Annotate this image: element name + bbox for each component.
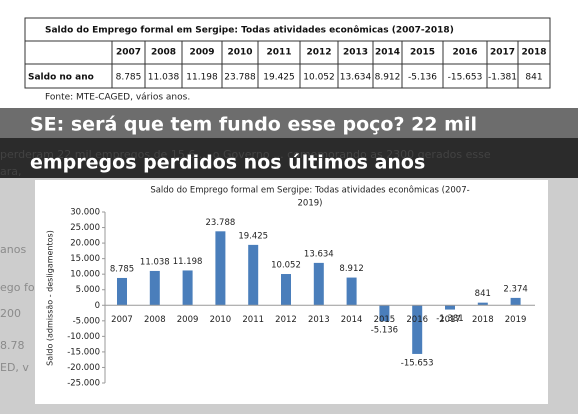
table-cell: 11.198 bbox=[186, 73, 218, 83]
table-header: 2013 bbox=[343, 48, 368, 58]
x-tick-label: 2007 bbox=[111, 315, 133, 325]
y-tick-label: -20.000 bbox=[67, 363, 100, 373]
table-header: 2009 bbox=[189, 48, 214, 58]
value-label: 23.788 bbox=[206, 218, 236, 228]
x-tick-label: 2013 bbox=[308, 315, 330, 325]
value-label: -5.136 bbox=[371, 326, 398, 336]
bar bbox=[149, 270, 160, 306]
y-tick-label: 5.000 bbox=[76, 285, 100, 295]
table-header: 2018 bbox=[521, 48, 546, 58]
headline-band bbox=[0, 138, 578, 178]
y-tick-label: 25.000 bbox=[70, 223, 100, 233]
bg-text: perderam 22 mil empregos de 15.6 ... o G… bbox=[0, 148, 491, 161]
table-header: 2008 bbox=[151, 48, 176, 58]
table-cell: 23.788 bbox=[224, 73, 256, 83]
table-cell: 10.052 bbox=[303, 73, 335, 83]
x-tick-label: 2011 bbox=[242, 315, 264, 325]
row-label: Saldo no ano bbox=[28, 73, 94, 83]
value-label: 11.038 bbox=[140, 257, 170, 267]
bg-text: ara, bbox=[0, 165, 22, 178]
value-label: 8.912 bbox=[339, 264, 363, 274]
bg-text: ego for bbox=[0, 281, 40, 294]
bar bbox=[313, 262, 324, 306]
headline-band bbox=[0, 108, 578, 138]
y-tick-label: 30.000 bbox=[70, 208, 100, 218]
table-header: 2007 bbox=[116, 48, 141, 58]
x-tick-label: 2016 bbox=[406, 315, 428, 325]
bar bbox=[117, 277, 127, 306]
x-tick-label: 2018 bbox=[472, 315, 494, 325]
table-cell: 8.785 bbox=[116, 73, 142, 83]
table-header: 2017 bbox=[490, 48, 515, 58]
y-tick-label: 15.000 bbox=[70, 254, 100, 264]
headline: empregos perdidos nos últimos anos bbox=[30, 152, 425, 174]
value-label: 19.425 bbox=[238, 231, 268, 241]
table-cell: 13.634 bbox=[340, 73, 372, 83]
value-label: 8.785 bbox=[110, 264, 134, 274]
table-cell: 841 bbox=[525, 73, 542, 83]
table-cell: -5.136 bbox=[408, 73, 437, 83]
bg-text: 8.78 bbox=[0, 339, 25, 352]
chart-title: Saldo do Emprego formal em Sergipe: Toda… bbox=[150, 185, 469, 196]
chart-panel bbox=[35, 180, 548, 404]
table-cell: 19.425 bbox=[263, 73, 295, 83]
table-header: 2012 bbox=[306, 48, 331, 58]
y-tick-label: -5.000 bbox=[73, 316, 100, 326]
value-label: -1.381 bbox=[436, 314, 463, 324]
chart-title: 2019) bbox=[298, 199, 323, 209]
table-header: 2016 bbox=[452, 48, 477, 58]
table-cell: -1.381 bbox=[488, 73, 517, 83]
table-cell: -15.653 bbox=[448, 73, 483, 83]
x-tick-label: 2015 bbox=[374, 315, 396, 325]
bar bbox=[477, 302, 488, 306]
x-tick-label: 2008 bbox=[144, 315, 166, 325]
bg-text: anos bbox=[0, 243, 26, 256]
bar bbox=[215, 231, 226, 306]
table-title: Saldo do Emprego formal em Sergipe: Toda… bbox=[45, 25, 454, 36]
x-tick-label: 2009 bbox=[177, 315, 199, 325]
value-label: -15.653 bbox=[401, 358, 434, 368]
y-tick-label: 0 bbox=[95, 301, 100, 311]
x-tick-label: 2019 bbox=[505, 315, 527, 325]
table-header: 2010 bbox=[227, 48, 252, 58]
x-tick-label: 2012 bbox=[275, 315, 297, 325]
bar bbox=[346, 277, 357, 306]
value-label: 13.634 bbox=[304, 249, 334, 259]
x-tick-label: 2014 bbox=[341, 315, 363, 325]
x-tick-label: 2017 bbox=[439, 315, 461, 325]
bar bbox=[281, 274, 291, 306]
bg-text: 200 bbox=[0, 307, 21, 320]
y-axis-label: Saldo (admissão - desligamentos) bbox=[46, 230, 55, 366]
value-label: 841 bbox=[475, 289, 491, 299]
table-source: Fonte: MTE-CAGED, vários anos. bbox=[45, 93, 190, 103]
y-tick-label: -15.000 bbox=[67, 347, 100, 357]
bar bbox=[412, 305, 423, 354]
y-tick-label: -10.000 bbox=[67, 332, 100, 342]
x-tick-label: 2010 bbox=[210, 315, 232, 325]
headline: SE: será que tem fundo esse poço? 22 mil bbox=[30, 114, 477, 136]
table-header: 2011 bbox=[266, 48, 291, 58]
table-cell: 11.038 bbox=[148, 73, 180, 83]
bar bbox=[445, 305, 455, 310]
y-tick-label: 10.000 bbox=[70, 270, 100, 280]
value-label: 2.374 bbox=[503, 284, 527, 294]
bar bbox=[248, 244, 259, 306]
value-label: 11.198 bbox=[173, 257, 203, 267]
y-tick-label: 20.000 bbox=[70, 239, 100, 249]
bar bbox=[379, 305, 390, 322]
bar bbox=[182, 270, 193, 306]
y-tick-label: -25.000 bbox=[67, 379, 100, 389]
bar bbox=[510, 297, 521, 306]
table-cell: 8.912 bbox=[375, 73, 401, 83]
value-label: 10.052 bbox=[271, 261, 301, 271]
table-header: 2014 bbox=[375, 48, 400, 58]
table-header: 2015 bbox=[410, 48, 435, 58]
bg-text: ED, v bbox=[0, 361, 29, 374]
